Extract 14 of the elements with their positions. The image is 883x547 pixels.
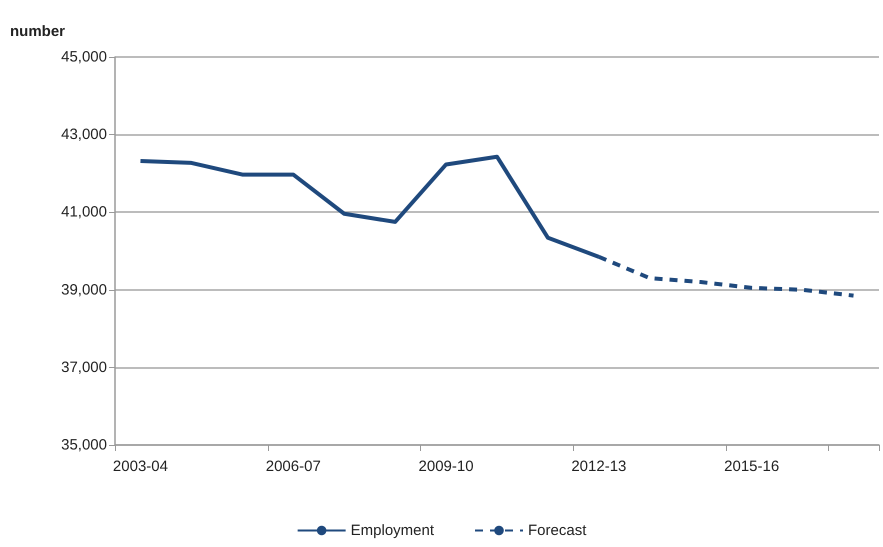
x-tick-label: 2003-04 bbox=[112, 458, 168, 475]
y-tick-label: 45,000 bbox=[61, 48, 107, 66]
x-tick-label: 2015-16 bbox=[724, 458, 780, 475]
x-tick-label: 2006-07 bbox=[266, 458, 321, 475]
x-tick-label: 2009-10 bbox=[418, 458, 474, 475]
y-tick-label: 43,000 bbox=[61, 126, 107, 144]
legend-label: Employment bbox=[350, 522, 435, 539]
legend-label: Forecast bbox=[528, 522, 588, 539]
y-axis-title: number bbox=[10, 23, 66, 40]
y-tick-label: 35,000 bbox=[61, 436, 107, 454]
y-tick-label: 39,000 bbox=[61, 281, 107, 298]
y-tick-label: 37,000 bbox=[61, 358, 107, 376]
x-tick-label: 2012-13 bbox=[571, 458, 626, 475]
y-tick-label: 41,000 bbox=[61, 204, 107, 221]
